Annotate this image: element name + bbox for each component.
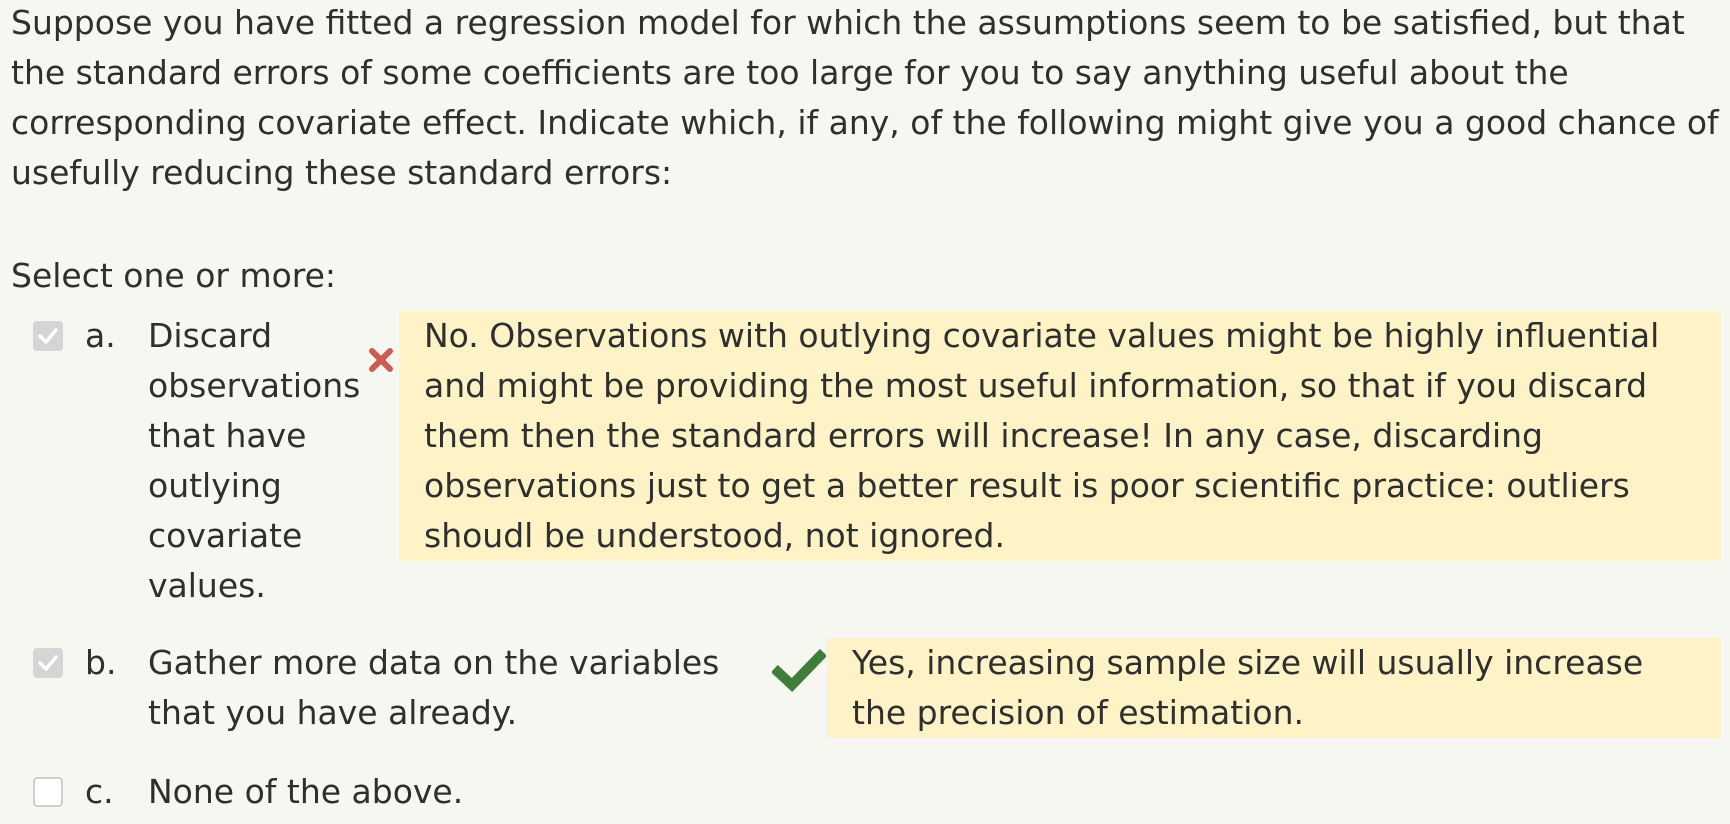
answer-b-letter: b. [85, 643, 117, 682]
checkbox-check-icon [38, 655, 58, 671]
answer-b-feedback: Yes, increasing sample size will usually… [827, 638, 1721, 738]
answer-c-label: None of the above. [148, 772, 464, 811]
select-prompt: Select one or more: [11, 256, 337, 295]
question-text: Suppose you have fitted a regression mod… [11, 3, 1719, 192]
answer-c-letter: c. [85, 772, 114, 811]
checkbox-check-icon [38, 328, 58, 344]
answer-a-letter: a. [85, 316, 116, 355]
answer-a-label: Discard observations that have outlying … [148, 316, 361, 605]
answer-b-checkbox[interactable] [33, 648, 63, 678]
answer-a-feedback: No. Observations with outlying covariate… [399, 311, 1721, 561]
answer-c-checkbox[interactable] [33, 777, 63, 807]
incorrect-cross-icon [368, 337, 394, 387]
correct-check-icon [770, 648, 828, 706]
answer-a-checkbox[interactable] [33, 321, 63, 351]
answer-b-label: Gather more data on the variables that y… [148, 643, 720, 732]
